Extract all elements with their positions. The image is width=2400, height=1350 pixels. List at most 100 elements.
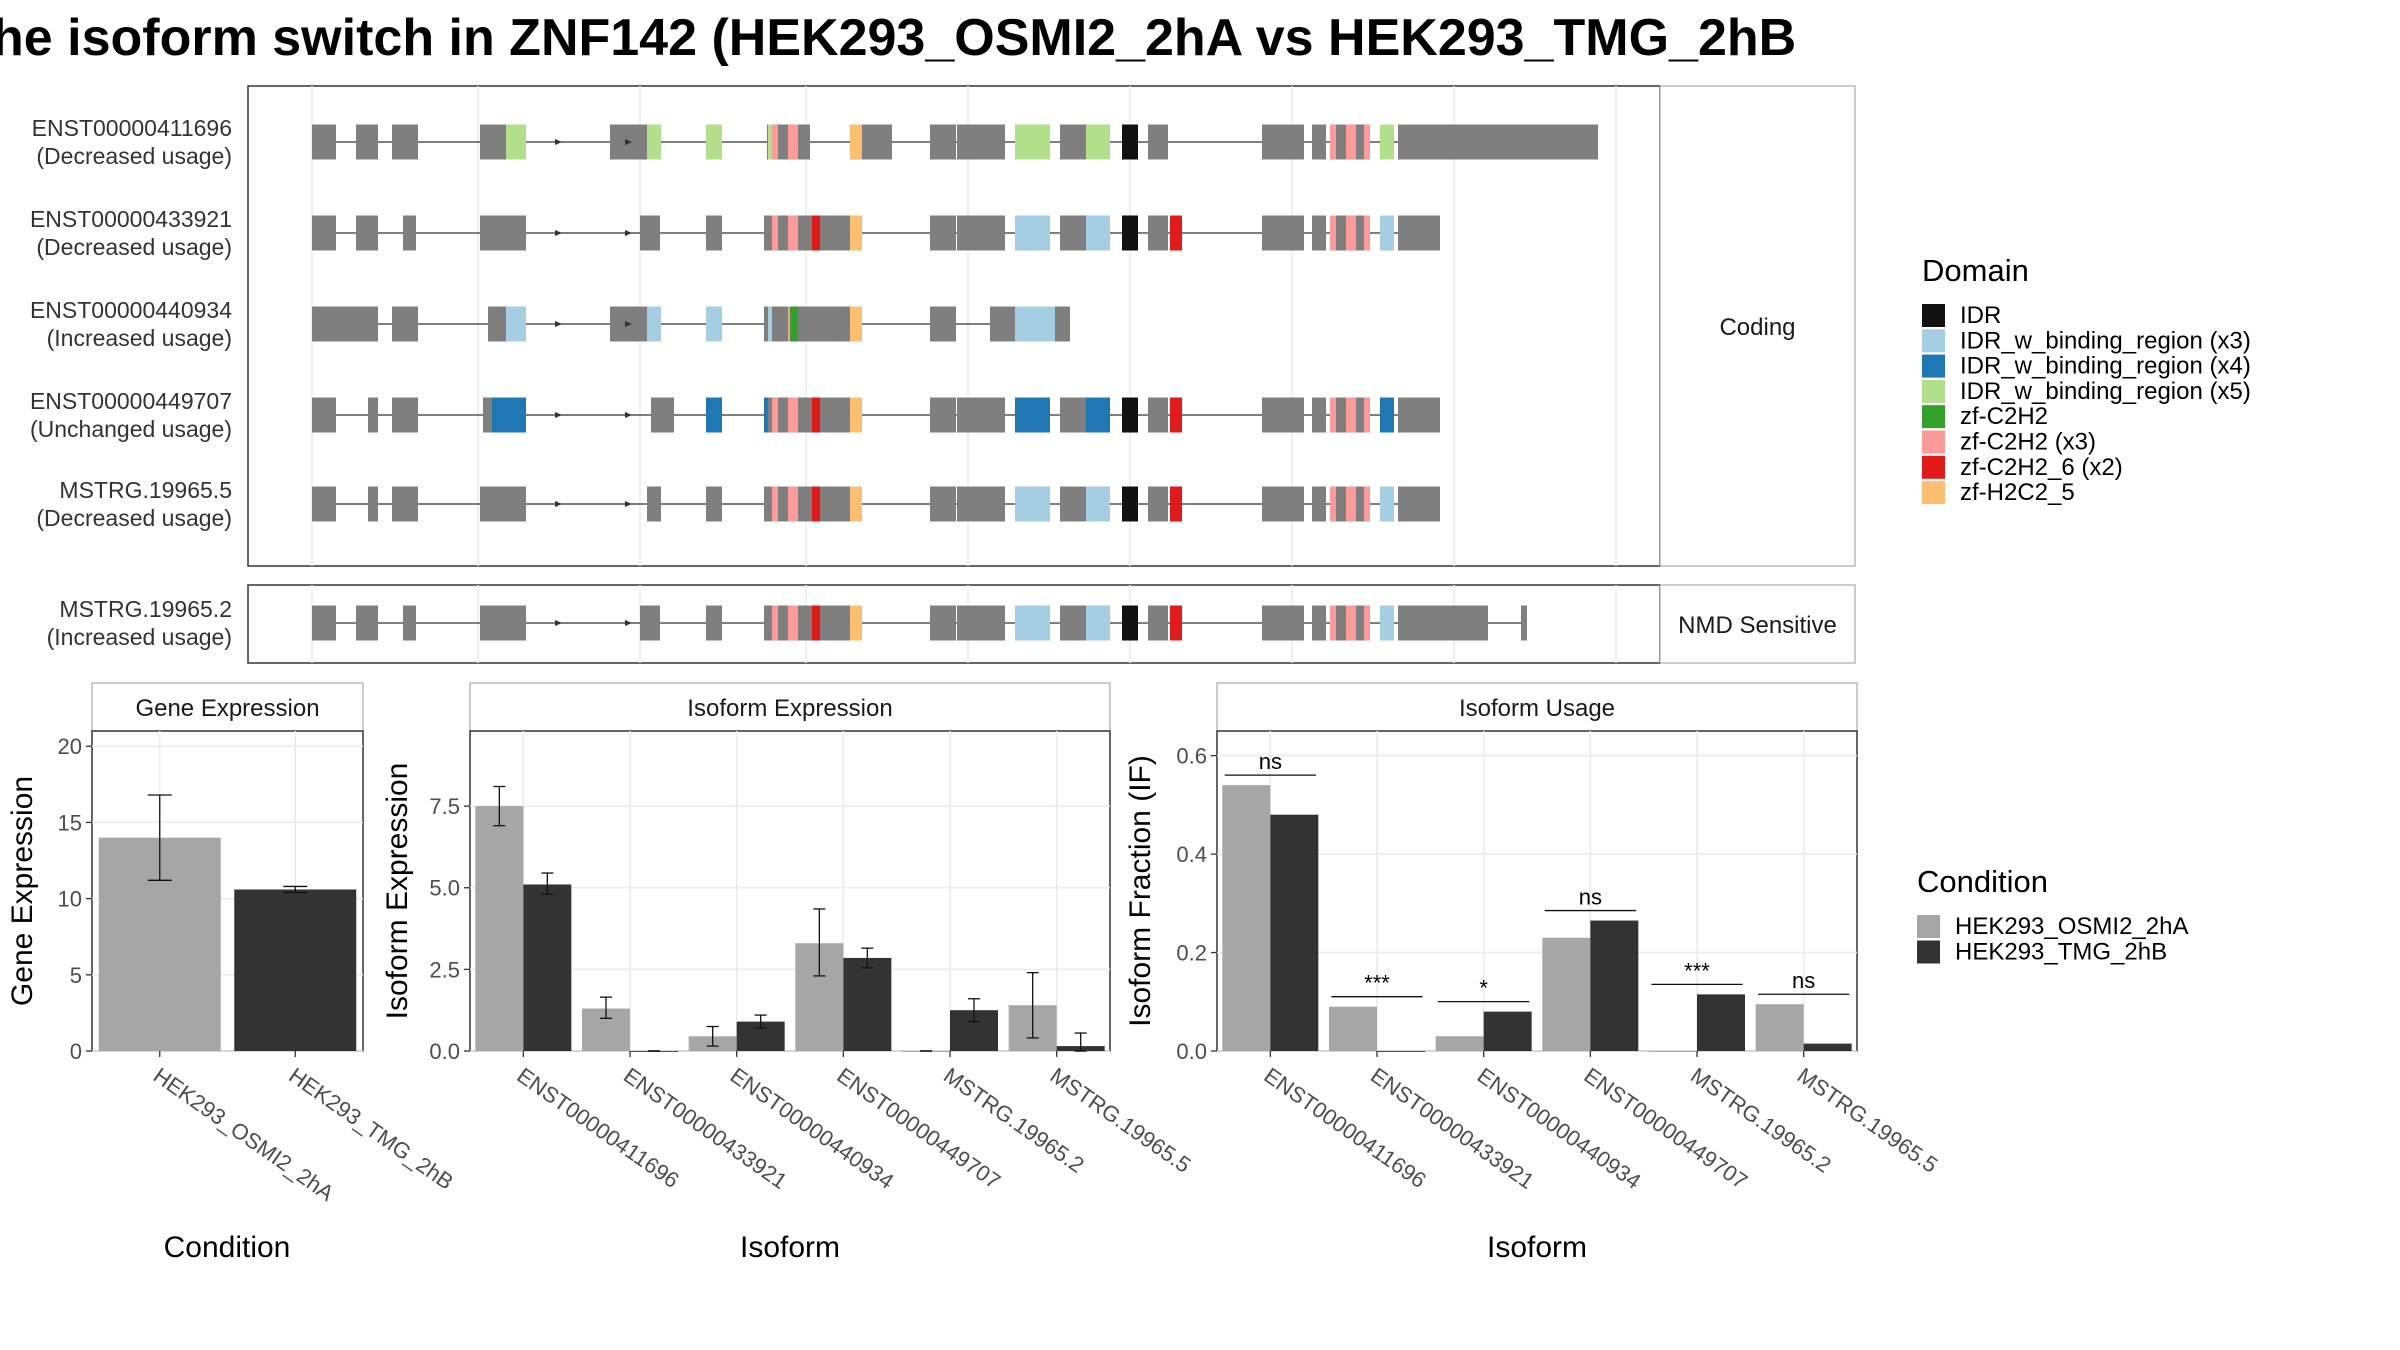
domain-block [788,124,798,160]
y-tick-label: 0 [70,1039,82,1064]
legend-swatch [1917,915,1940,938]
direction-arrow [555,620,562,626]
significance-label: ns [1792,968,1815,993]
domain-block [1015,605,1050,641]
exon-block [312,605,336,641]
y-axis-title: Isoform Fraction (IF) [1124,755,1157,1027]
domain-block [1170,486,1182,522]
legend-label: IDR_w_binding_region (x4) [1960,353,2251,380]
domain-block [647,306,661,342]
exon-block [368,397,378,433]
y-tick-label: 0.6 [1176,744,1207,769]
legend-label: zf-C2H2 (x3) [1960,429,2096,456]
facet-strip-label: NMD Sensitive [1678,612,1837,639]
domain-block [1380,486,1394,522]
legend-label: IDR_w_binding_region (x5) [1960,378,2251,405]
exon-block [1148,486,1168,522]
domain-block [1364,605,1370,641]
domain-block [1330,215,1336,251]
domain-block [850,306,862,342]
isoform-expression-panel: Isoform Expression0.02.55.07.5ENST000004… [381,682,1195,1264]
exon-block [957,486,1005,522]
significance-label: * [1479,976,1488,1001]
domain-block [850,397,862,433]
exon-block [312,215,336,251]
bar [1755,1004,1804,1051]
y-tick-label: 0.0 [1176,1039,1207,1064]
domain-block [768,306,772,342]
y-tick-label: 5 [70,963,82,988]
exon-block [1398,605,1488,641]
exon-block [480,215,526,251]
exon-block [1398,486,1418,522]
direction-arrow [625,501,632,507]
exon-block [651,397,674,433]
exon-block [1521,605,1527,641]
domain-block [788,605,798,641]
exon-block [764,306,852,342]
domain-block [1015,397,1050,433]
direction-arrow [555,230,562,236]
exon-block [957,397,1005,433]
exon-block [1398,215,1418,251]
exon-block [640,215,660,251]
domain-block [812,486,820,522]
exon-block [403,605,416,641]
x-axis-title: Condition [164,1231,291,1264]
exon-block [368,486,378,522]
transcript-usage-label: (Increased usage) [47,325,232,351]
direction-arrow [625,620,632,626]
domain-block [850,605,862,641]
exon-block [957,215,1005,251]
legend-label: zf-C2H2_6 (x2) [1960,454,2123,481]
exon-block [930,397,956,433]
domain-block [788,215,798,251]
legend-swatch [1922,405,1945,429]
y-tick-label: 0.4 [1176,842,1207,867]
x-axis-title: Isoform [1487,1231,1587,1264]
exon-block [706,605,722,641]
domain-block [1086,486,1110,522]
exon-block [392,486,418,522]
plot-area [1216,730,1858,1052]
domain-block [1346,124,1356,160]
legend-label: HEK293_TMG_2hB [1955,939,2167,966]
exon-block [356,605,378,641]
y-tick-label: 5.0 [429,876,460,901]
y-tick-label: 15 [58,810,82,835]
domain-block [812,215,820,251]
exon-block [640,605,660,641]
y-axis-title: Gene Expression [6,776,39,1006]
exon-block [312,397,336,433]
legend-swatch [1922,430,1945,454]
legend-label: zf-C2H2 [1960,403,2048,430]
transcript-usage-label: (Unchanged usage) [30,416,232,442]
transcript-id-label: ENST00000449707 [30,388,232,414]
domain-block [1380,215,1394,251]
exon-block [930,306,956,342]
bar [1542,937,1591,1051]
y-tick-label: 20 [58,734,82,759]
exon-block [957,124,1005,160]
direction-arrow [555,412,562,418]
exon-block [1262,215,1304,251]
exon-block [356,215,378,251]
exon-block [860,124,892,160]
bar [1590,920,1639,1051]
exon-block [1262,605,1304,641]
panel-title: Isoform Expression [687,695,892,722]
facet-strip [91,682,364,732]
domain-block [788,486,798,522]
legend-title: Condition [1917,864,2048,899]
facet-strip [469,682,1111,732]
domain-block [1380,397,1394,433]
exon-block [1312,124,1326,160]
domain-block [1086,605,1110,641]
domain-block [1170,605,1182,641]
exon-block [1312,486,1326,522]
domain-block [492,397,526,433]
domain-block [1015,486,1050,522]
